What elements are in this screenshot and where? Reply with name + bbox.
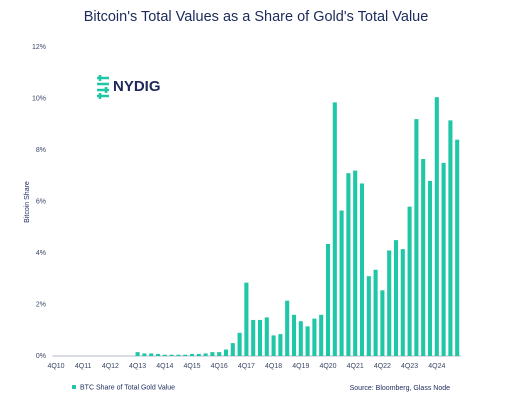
bar (223, 349, 229, 356)
bar (189, 353, 195, 356)
x-tick-label: 4Q12 (102, 363, 119, 370)
bar (407, 206, 412, 356)
bar (217, 352, 222, 356)
bar (257, 319, 263, 356)
logo-text: NYDIG (113, 78, 161, 95)
bar (366, 276, 371, 356)
bar (135, 352, 140, 356)
bar (298, 321, 303, 356)
bar (176, 354, 181, 356)
x-tick-label: 4Q18 (265, 363, 282, 370)
bar (434, 97, 439, 357)
legend-label: BTC Share of Total Gold Value (80, 384, 175, 391)
x-tick-label: 4Q21 (347, 363, 364, 370)
x-tick-label: 4Q22 (374, 363, 391, 370)
bar (142, 353, 147, 356)
bar (264, 317, 269, 356)
bar (421, 159, 426, 356)
bar (203, 353, 208, 356)
y-axis-label: Bitcoin Share (24, 181, 31, 223)
bar (441, 162, 446, 356)
bar (353, 170, 358, 356)
bar (291, 314, 297, 356)
bar (278, 334, 283, 356)
bar (427, 180, 433, 356)
bar (393, 240, 399, 356)
bar (285, 300, 290, 356)
y-tick-label: 0% (36, 353, 46, 360)
y-tick-label: 8% (36, 147, 46, 154)
bar (414, 119, 419, 356)
bar (169, 354, 174, 356)
y-tick-label: 12% (32, 44, 46, 51)
bar (339, 210, 344, 356)
bar (319, 314, 324, 356)
x-tick-label: 4Q13 (129, 363, 146, 370)
x-tick-label: 4Q11 (75, 363, 92, 370)
bar (230, 343, 235, 356)
bar (183, 354, 188, 356)
bar (325, 243, 331, 356)
bar (387, 250, 392, 356)
bar (332, 102, 337, 356)
bar (251, 319, 256, 356)
bar (271, 335, 276, 356)
bar (149, 353, 154, 356)
x-tick-label: 4Q23 (401, 363, 418, 370)
x-tick-label: 4Q16 (211, 363, 228, 370)
bar (155, 353, 161, 356)
legend-swatch (72, 385, 76, 389)
chart-title: Bitcoin's Total Values as a Share of Gol… (84, 9, 429, 25)
bar (162, 354, 167, 356)
logo-icon (97, 75, 109, 99)
x-tick-label: 4Q17 (238, 363, 255, 370)
bar (400, 249, 405, 356)
y-tick-label: 4% (36, 250, 46, 257)
x-tick-label: 4Q14 (156, 363, 173, 370)
bar (455, 139, 460, 356)
bar (312, 318, 317, 356)
bar (196, 353, 201, 356)
bar (210, 352, 215, 356)
bar (448, 120, 453, 356)
y-tick-label: 6% (36, 198, 46, 205)
bar (373, 269, 378, 356)
bar (359, 183, 365, 356)
source-note: Source: Bloomberg, Glass Node (350, 385, 450, 392)
bar (346, 173, 351, 356)
logo: NYDIG (97, 75, 161, 99)
x-tick-label: 4Q24 (428, 363, 445, 370)
y-tick-label: 10% (32, 95, 46, 102)
bar (380, 290, 385, 356)
bar (244, 282, 249, 356)
x-tick-label: 4Q20 (319, 363, 336, 370)
bar (237, 332, 242, 356)
y-tick-label: 2% (36, 301, 46, 308)
x-tick-label: 4Q10 (47, 363, 64, 370)
bar (305, 326, 310, 356)
x-tick-label: 4Q19 (292, 363, 309, 370)
x-tick-label: 4Q15 (183, 363, 200, 370)
